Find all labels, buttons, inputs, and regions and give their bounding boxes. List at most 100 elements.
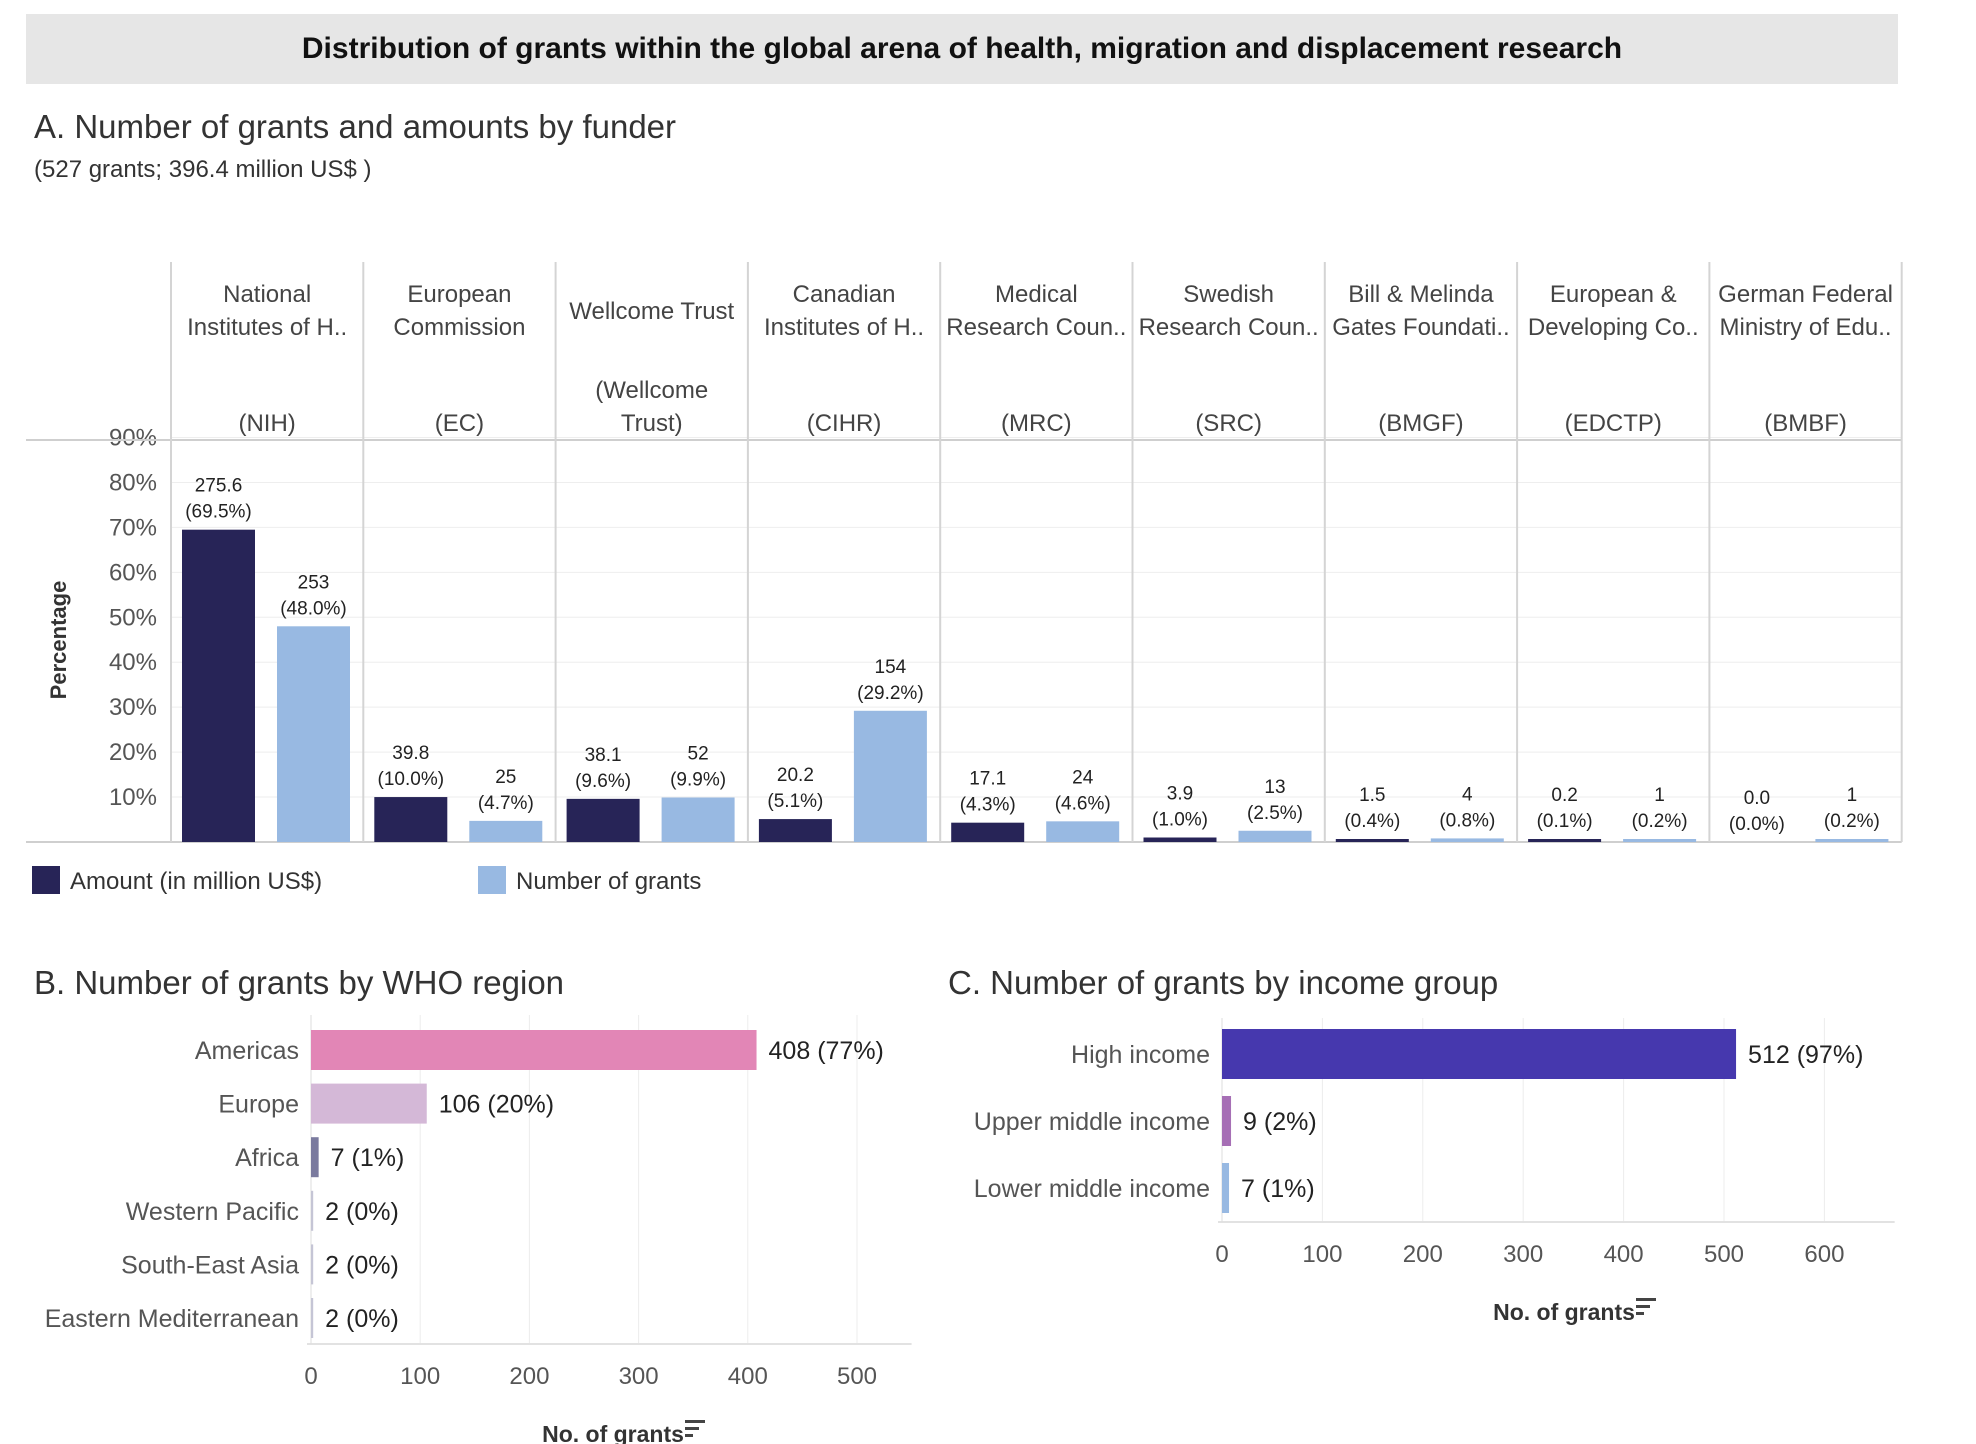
category-label: Africa xyxy=(235,1144,299,1172)
region-bar xyxy=(311,1083,427,1124)
sort-icon-line xyxy=(1636,1312,1644,1315)
sort-icon xyxy=(1636,1298,1656,1315)
amount-bar xyxy=(1335,839,1409,842)
amount-bar xyxy=(758,819,832,842)
grants-bar xyxy=(1430,838,1504,842)
funder-y-tick-label: 30% xyxy=(109,694,157,721)
funder-abbr-label: Trust) xyxy=(621,410,683,437)
income-bar xyxy=(1222,1163,1230,1213)
bar-percent-label: (1.0%) xyxy=(1152,810,1208,831)
bar-percent-label: (4.7%) xyxy=(478,793,534,814)
bar-value-label: 13 xyxy=(1264,777,1285,798)
x-tick-label: 200 xyxy=(509,1363,549,1390)
funder-y-tick-label: 10% xyxy=(109,784,157,811)
x-tick-label: 500 xyxy=(837,1363,877,1390)
funder-y-tick-label: 60% xyxy=(109,559,157,586)
income-bar xyxy=(1222,1096,1232,1146)
bar-value-label: 512 (97%) xyxy=(1748,1041,1863,1069)
amount-bar xyxy=(566,798,640,842)
grants-bar xyxy=(661,797,735,842)
funder-abbr-label: (MRC) xyxy=(1001,410,1072,437)
amount-bar xyxy=(182,529,255,842)
funder-abbr-label: (BMGF) xyxy=(1378,410,1463,437)
bar-value-label: 39.8 xyxy=(392,743,429,764)
funder-y-tick-label: 50% xyxy=(109,604,157,631)
amount-bar xyxy=(1143,837,1217,842)
funder-name-label: Wellcome Trust xyxy=(569,298,734,325)
funder-name-label: Research Coun.. xyxy=(946,314,1126,341)
category-label: Europe xyxy=(218,1091,299,1119)
funder-y-tick-label: 40% xyxy=(109,649,157,676)
funder-name-label: Developing Co.. xyxy=(1528,314,1699,341)
region-bar xyxy=(311,1137,319,1178)
x-tick-label: 0 xyxy=(304,1363,317,1390)
funder-name-label: Ministry of Edu.. xyxy=(1720,314,1892,341)
funder-name-label: European & xyxy=(1550,281,1677,308)
grants-bar xyxy=(277,626,350,842)
funder-y-tick-label: 20% xyxy=(109,739,157,766)
funder-name-label: National xyxy=(223,281,311,308)
bar-percent-label: (0.2%) xyxy=(1824,811,1880,832)
x-tick-label: 300 xyxy=(1503,1241,1543,1268)
bar-value-label: 7 (1%) xyxy=(1241,1175,1315,1203)
x-tick-label: 400 xyxy=(1604,1241,1644,1268)
panel-b-title: B. Number of grants by WHO region xyxy=(34,964,565,1001)
sort-icon-line xyxy=(685,1427,699,1430)
funder-y-tick-label: 90% xyxy=(109,425,157,452)
funder-name-label: Canadian xyxy=(793,281,896,308)
panel-c-title: C. Number of grants by income group xyxy=(948,964,1499,1001)
bar-percent-label: (4.3%) xyxy=(960,795,1016,816)
grants-bar xyxy=(1238,830,1312,842)
bar-percent-label: (2.5%) xyxy=(1247,803,1303,824)
panel-a-title: A. Number of grants and amounts by funde… xyxy=(34,108,677,145)
grants-bar xyxy=(469,820,543,842)
bar-value-label: 408 (77%) xyxy=(769,1037,884,1065)
sort-icon xyxy=(685,1420,705,1437)
legend-amount-label: Amount (in million US$) xyxy=(70,868,322,895)
funder-abbr-label: (BMBF) xyxy=(1764,410,1847,437)
panel-a-subtitle: (527 grants; 396.4 million US$ ) xyxy=(34,156,372,183)
funder-chart: 10% 20% 30% 40% 50% 60% 70% 80% 90% Percentage Nat… xyxy=(26,262,1903,895)
dashboard-title: Distribution of grants within the global… xyxy=(301,32,1623,65)
region-chart: 0 100 200 300 400 500 Americas 408 (77%) Europe 1… xyxy=(45,1015,912,1444)
bar-percent-label: (0.4%) xyxy=(1344,811,1400,832)
bar-value-label: 9 (2%) xyxy=(1243,1108,1317,1136)
amount-bar xyxy=(1528,839,1602,842)
legend-grants-swatch xyxy=(478,866,506,894)
x-tick-label: 300 xyxy=(619,1363,659,1390)
region-bar xyxy=(311,1298,314,1338)
bar-value-label: 1.5 xyxy=(1359,785,1385,806)
grants-bar xyxy=(853,710,927,842)
bar-percent-label: (69.5%) xyxy=(185,502,252,523)
funder-name-label: Bill & Melinda xyxy=(1348,281,1494,308)
bar-value-label: 253 xyxy=(298,572,330,593)
funder-abbr-label: (NIH) xyxy=(238,410,295,437)
bar-percent-label: (48.0%) xyxy=(280,598,347,619)
funder-y-tick-label: 80% xyxy=(109,469,157,496)
bar-value-label: 7 (1%) xyxy=(331,1144,405,1172)
funder-name-label: German Federal xyxy=(1718,281,1893,308)
category-label: Upper middle income xyxy=(974,1108,1210,1136)
x-tick-label: 500 xyxy=(1704,1241,1744,1268)
legend-amount-swatch xyxy=(32,866,60,894)
income-bar xyxy=(1222,1029,1737,1079)
funder-name-label: Medical xyxy=(995,281,1078,308)
bar-percent-label: (0.2%) xyxy=(1632,811,1688,832)
dashboard-title-bar: Distribution of grants within the global… xyxy=(26,14,1898,84)
bar-percent-label: (9.6%) xyxy=(575,771,631,792)
category-label: High income xyxy=(1071,1041,1210,1069)
bar-percent-label: (10.0%) xyxy=(378,769,445,790)
bar-value-label: 4 xyxy=(1462,784,1473,805)
funder-name-label: Swedish xyxy=(1183,281,1274,308)
x-tick-label: 0 xyxy=(1215,1241,1228,1268)
bar-percent-label: (0.1%) xyxy=(1537,811,1593,832)
x-tick-label: 400 xyxy=(728,1363,768,1390)
amount-bar xyxy=(374,797,448,842)
income-chart: 0 100 200 300 400 500 600 High income 512 (97%) U… xyxy=(974,1018,1895,1325)
bar-value-label: 275.6 xyxy=(195,476,243,497)
funder-abbr-label: (Wellcome xyxy=(595,377,708,404)
x-tick-label: 100 xyxy=(400,1363,440,1390)
bar-value-label: 2 (0%) xyxy=(325,1251,399,1279)
bar-percent-label: (4.6%) xyxy=(1055,793,1111,814)
